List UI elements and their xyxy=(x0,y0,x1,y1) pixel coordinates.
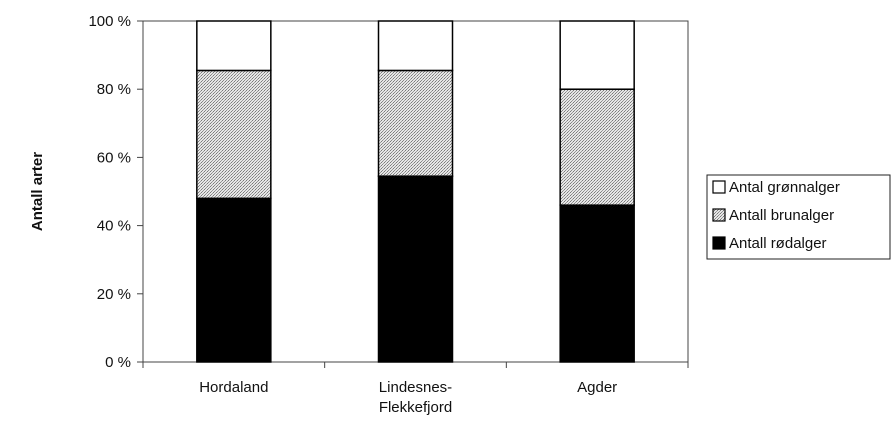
bar-segment xyxy=(196,20,272,72)
bar-segment xyxy=(377,20,454,72)
y-tick-label: 20 % xyxy=(97,286,131,303)
y-tick-label: 40 % xyxy=(97,218,131,235)
bar-segment xyxy=(559,204,635,363)
legend-label: Antal grønnalger xyxy=(729,179,840,196)
y-tick-label: 60 % xyxy=(97,149,131,166)
bar-segment xyxy=(377,69,454,177)
legend: Antal grønnalger Antall brunalger Antall r… xyxy=(706,174,891,260)
y-axis-title: Antall arter xyxy=(29,152,46,231)
bar-segment xyxy=(377,175,454,363)
legend-box xyxy=(706,174,891,260)
y-tick-label: 80 % xyxy=(97,81,131,98)
legend-label: Antall rødalger xyxy=(729,235,827,252)
x-category-label: Agder xyxy=(577,379,617,396)
legend-swatch xyxy=(712,180,726,194)
y-tick-label: 0 % xyxy=(105,354,131,371)
x-axis: Hordaland Lindesnes-Flekkefjord Agder xyxy=(142,362,689,416)
bar-segment xyxy=(196,69,272,200)
bar-segment xyxy=(559,20,635,90)
x-category-label: Hordaland xyxy=(199,379,268,396)
legend-swatch xyxy=(712,236,726,250)
legend-swatch xyxy=(712,208,726,222)
y-tick-label: 100 % xyxy=(88,13,131,30)
x-category-label: Lindesnes-Flekkefjord xyxy=(379,379,452,416)
bar-segment xyxy=(559,88,635,206)
legend-label: Antall brunalger xyxy=(729,207,834,224)
bar-segment xyxy=(196,197,272,363)
y-axis: 0 % 20 % 40 % 60 % 80 % 100 % xyxy=(88,13,143,371)
bars xyxy=(196,20,635,363)
